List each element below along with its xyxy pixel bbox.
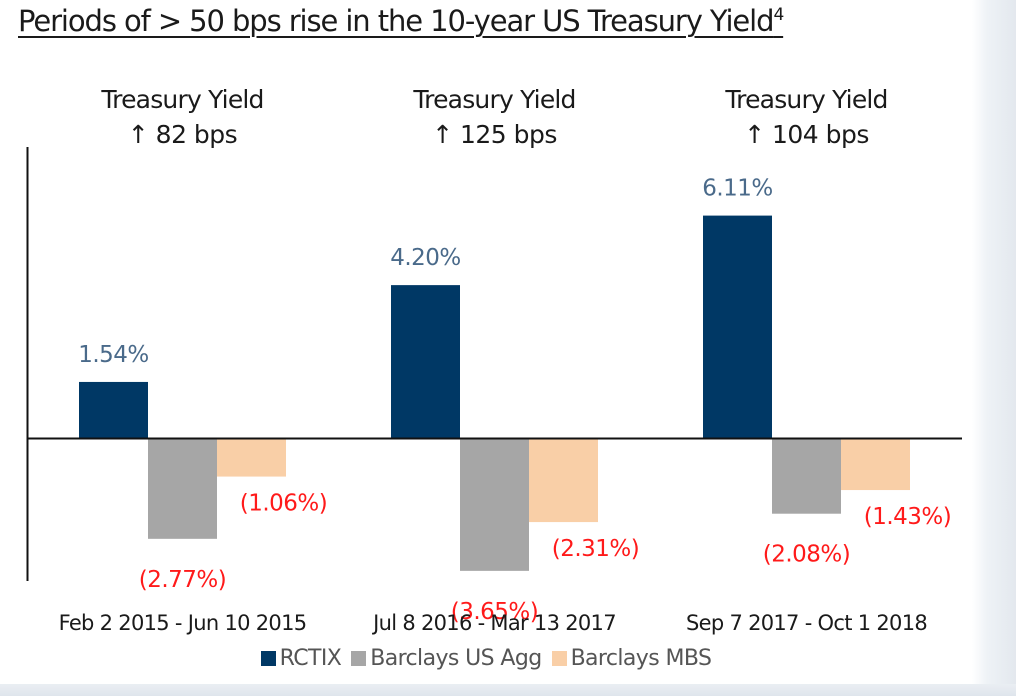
data-label: (1.06%) — [240, 491, 328, 517]
data-labels: 1.54% (2.77%) (1.06%) 4.20% (3.65%) (2.31%) 6.… — [78, 176, 952, 625]
legend-swatch — [551, 651, 567, 666]
legend-swatch — [260, 651, 276, 666]
data-label: (2.08%) — [763, 542, 851, 568]
data-label: 6.11% — [702, 176, 773, 202]
legend-item: RCTIX — [260, 646, 342, 671]
bar-rctix-3 — [703, 215, 772, 438]
title-footnote-marker: 4 — [773, 5, 784, 25]
bar-rctix-2 — [391, 285, 460, 438]
annotation-change: ↑ 104 bps — [744, 120, 869, 149]
data-label: 1.54% — [78, 342, 149, 368]
background-edge-right — [972, 0, 1016, 696]
bars — [79, 215, 910, 571]
data-label: (1.43%) — [864, 504, 952, 530]
legend-swatch — [351, 651, 367, 666]
background-edge-bottom — [0, 684, 1016, 696]
chart-title-text: Periods of > 50 bps rise in the 10-year … — [18, 4, 775, 38]
bar-barclays-us-agg-1 — [148, 438, 217, 539]
legend-label: RCTIX — [279, 646, 342, 671]
data-label: (3.65%) — [451, 599, 539, 625]
bar-barclays-us-agg-2 — [460, 438, 529, 571]
x-tick-label: Sep 7 2017 - Oct 1 2018 — [686, 611, 927, 635]
bar-rctix-1 — [79, 381, 148, 438]
annotation-label: Treasury Yield — [412, 85, 575, 114]
annotation-label: Treasury Yield — [724, 85, 887, 114]
annotation-label: Treasury Yield — [100, 85, 263, 114]
data-label: (2.77%) — [139, 567, 227, 593]
legend-item: Barclays MBS — [551, 646, 712, 671]
data-label: (2.31%) — [552, 536, 640, 562]
chart-title: Periods of > 50 bps rise in the 10-year … — [18, 4, 784, 38]
legend-label: Barclays MBS — [570, 646, 712, 671]
bar-barclays-mbs-1 — [217, 438, 286, 477]
x-tick-label: Feb 2 2015 - Jun 10 2015 — [59, 611, 307, 635]
data-label: 4.20% — [390, 245, 461, 271]
annotation-change: ↑ 125 bps — [432, 120, 557, 149]
bar-barclays-mbs-2 — [529, 438, 598, 523]
legend: RCTIX Barclays US Agg Barclays MBS — [0, 646, 972, 671]
bar-barclays-us-agg-3 — [772, 438, 841, 514]
x-tick-labels: Feb 2 2015 - Jun 10 2015 Jul 8 2016 - Mar… — [59, 611, 928, 635]
bar-barclays-mbs-3 — [841, 438, 910, 491]
annotation-change: ↑ 82 bps — [128, 120, 237, 149]
legend-label: Barclays US Agg — [370, 646, 542, 671]
legend-item: Barclays US Agg — [351, 646, 542, 671]
x-tick-label: Jul 8 2016 - Mar 13 2017 — [371, 611, 616, 635]
group-annotations: Treasury Yield ↑ 82 bps Treasury Yield ↑ 12… — [100, 85, 888, 149]
